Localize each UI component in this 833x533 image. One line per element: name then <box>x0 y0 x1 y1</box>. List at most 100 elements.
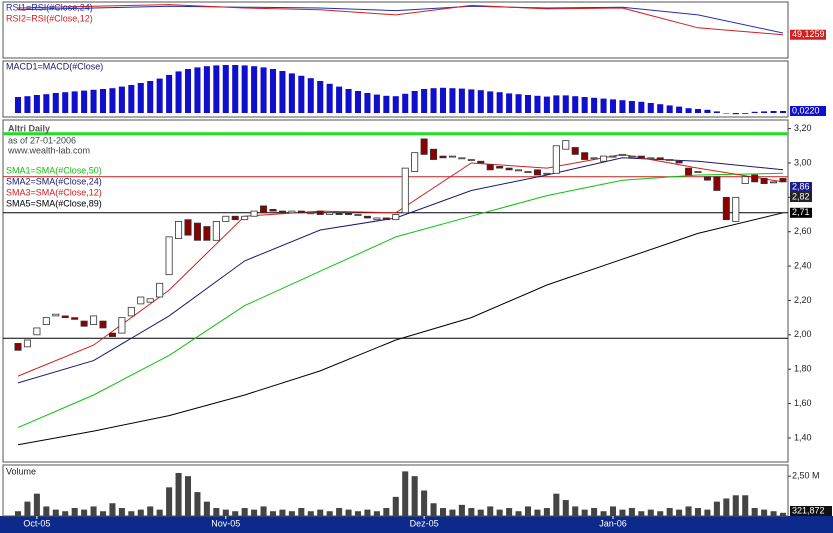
bar <box>81 509 88 516</box>
bar <box>562 95 569 113</box>
bar <box>657 511 664 516</box>
candle-body <box>533 169 541 176</box>
bar <box>647 509 654 516</box>
x-tick-label: Dez-05 <box>410 518 439 528</box>
candle-body <box>345 212 353 215</box>
bar <box>458 88 465 113</box>
bar <box>354 91 362 113</box>
bar <box>439 508 447 516</box>
candle-body <box>231 215 239 221</box>
bar <box>609 506 617 516</box>
legend-entry: RSI2=RSI(#Close,12) <box>6 13 93 23</box>
legend-entry: RSI1=RSI(#Close,24) <box>6 2 93 12</box>
bar <box>751 508 758 516</box>
bar <box>317 81 324 113</box>
bar <box>770 111 777 113</box>
candle-body <box>52 313 60 317</box>
bar <box>742 495 749 516</box>
bar <box>194 492 201 516</box>
candle-body <box>71 317 79 320</box>
bar <box>364 93 371 113</box>
candle-body <box>250 210 258 217</box>
bar <box>288 73 295 113</box>
bar <box>534 509 541 516</box>
candle-body <box>685 167 693 176</box>
bar <box>90 506 97 516</box>
bar <box>543 508 550 516</box>
candle-body <box>184 219 192 236</box>
bar <box>430 88 437 113</box>
value-box <box>790 106 826 116</box>
bar <box>383 95 390 113</box>
bar <box>241 65 248 113</box>
candle-body <box>146 298 154 303</box>
bar <box>468 508 475 516</box>
candle-body <box>14 343 22 351</box>
bar <box>430 503 437 516</box>
bar <box>477 509 484 516</box>
candle-body <box>118 317 126 334</box>
x-tick-label: Oct-05 <box>23 518 50 528</box>
candle-body <box>448 155 456 158</box>
candle-body <box>307 212 315 215</box>
bar <box>14 511 22 516</box>
y-tick-label: 2,60 <box>794 226 812 236</box>
bar <box>628 101 635 113</box>
candle-body <box>241 215 249 221</box>
bar <box>562 500 569 516</box>
price-label: 2,82 <box>792 191 810 201</box>
bar <box>449 88 456 113</box>
candle-body <box>477 160 485 164</box>
value-box <box>790 506 832 516</box>
indicator-line <box>17 4 784 36</box>
panel-frame <box>2 1 789 59</box>
bar <box>184 69 192 113</box>
bar <box>619 509 626 516</box>
bar <box>742 113 749 114</box>
bar <box>487 91 494 113</box>
bar <box>524 506 532 516</box>
candle-body <box>656 157 664 160</box>
bar <box>43 506 50 516</box>
chart-subtitle: www.wealth-lab.com <box>7 145 90 155</box>
legend-entry: SMA5=SMA(#Close,89) <box>6 198 102 208</box>
bar <box>99 89 107 113</box>
bar <box>345 89 352 113</box>
bar <box>109 503 116 516</box>
candle-body <box>637 155 645 159</box>
candle-body <box>326 212 334 215</box>
bar <box>676 509 683 516</box>
bar <box>222 509 229 516</box>
bar <box>279 71 286 113</box>
bar <box>99 511 107 516</box>
panel-frame <box>2 119 789 463</box>
bar <box>251 509 258 516</box>
bar <box>156 78 163 113</box>
bar <box>251 66 258 113</box>
y-tick-label: 3,00 <box>794 157 812 167</box>
bar <box>373 94 380 113</box>
candle-body <box>392 214 400 221</box>
candle-body <box>137 296 145 305</box>
candle-body <box>675 160 683 164</box>
candle-body <box>127 306 135 317</box>
bar <box>118 86 125 113</box>
bar <box>336 508 343 516</box>
bar <box>411 91 418 113</box>
bar <box>147 506 154 516</box>
bar <box>269 511 277 516</box>
candle-body <box>600 155 608 162</box>
legend-entry: SMA1=SMA(#Close,50) <box>6 165 102 175</box>
bar <box>732 113 739 115</box>
bar <box>543 96 550 113</box>
value-label: 321,872 <box>792 505 825 515</box>
bar <box>496 509 503 516</box>
candle-body <box>269 208 277 212</box>
candle-body <box>458 157 466 160</box>
price-label: 2,71 <box>792 207 810 217</box>
candle-body <box>609 155 617 158</box>
bar <box>33 493 40 516</box>
bar <box>524 95 532 113</box>
